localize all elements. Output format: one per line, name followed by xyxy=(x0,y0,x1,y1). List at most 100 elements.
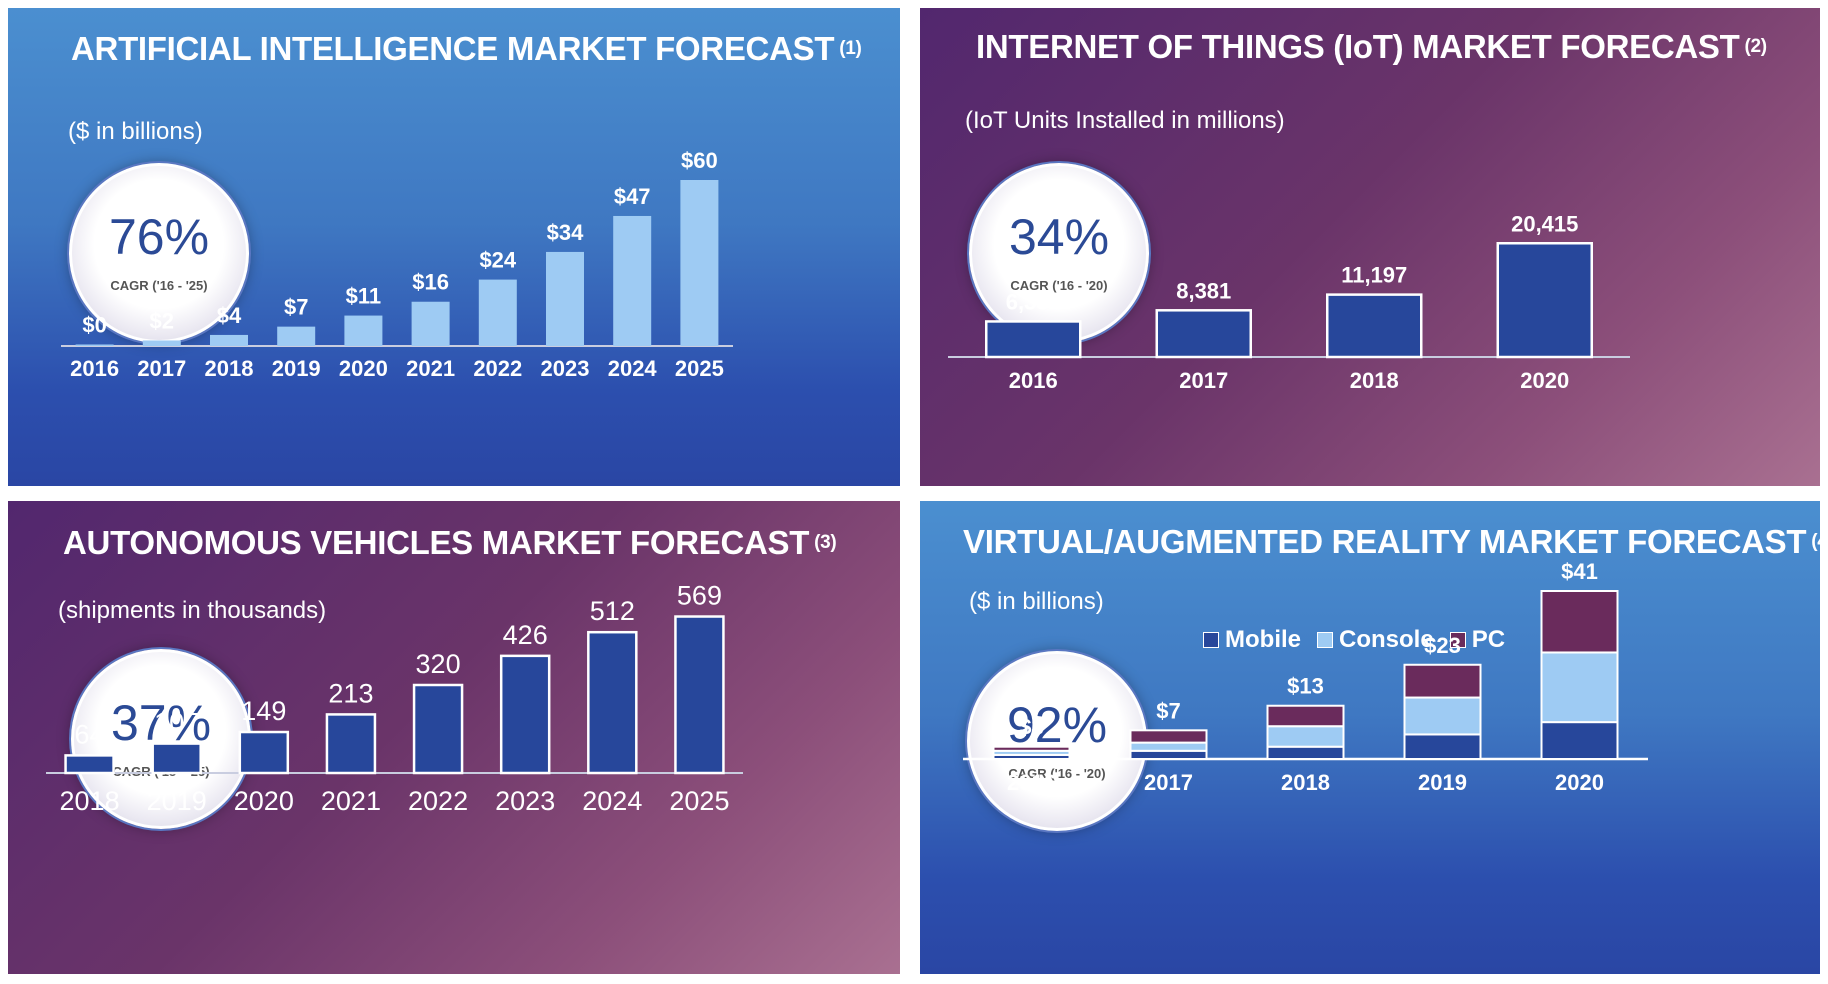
vr-tick-label-2020: 2020 xyxy=(1555,770,1604,795)
iot-bar-chart: 6,382 2016 8,381 2017 11,197 2018 20,415 2020 xyxy=(948,211,1630,393)
iot-panel-title: INTERNET OF THINGS (IoT) MARKET FORECAST… xyxy=(976,28,1767,65)
iot-cagr-badge: 34% CAGR ('16 - '20) xyxy=(969,163,1149,343)
av-tick-label-2023: 2023 xyxy=(495,786,555,816)
ai-tick-label-2020: 2020 xyxy=(339,356,388,381)
vr-bar-console-2019 xyxy=(1403,696,1482,736)
vr-unit-label: ($ in billions) xyxy=(969,588,1104,615)
ai-tick-label-2017: 2017 xyxy=(137,356,186,381)
iot-bar-2017 xyxy=(1155,309,1252,359)
iot-bar-2020 xyxy=(1496,242,1593,359)
ai-footnote-ref: (1) xyxy=(839,38,862,59)
iot-data-label-2017: 8,381 xyxy=(1176,278,1231,303)
av-market-panel: AUTONOMOUS VEHICLES MARKET FORECAST (3) (… xyxy=(8,501,900,974)
iot-footnote-ref: (2) xyxy=(1744,36,1767,57)
ai-bar-2022 xyxy=(478,279,517,346)
ai-tick-label-2024: 2024 xyxy=(608,356,658,381)
vr-cagr-badge: 92% CAGR ('16 - '20) xyxy=(967,651,1147,831)
av-data-label-2025: 569 xyxy=(677,581,722,611)
legend-pc-label: PC xyxy=(1471,626,1506,653)
vr-total-label-2019: $23 xyxy=(1424,633,1461,658)
ai-tick-label-2019: 2019 xyxy=(272,356,321,381)
vr-total-label-2018: $13 xyxy=(1287,674,1324,699)
vr-bar-pc-2020 xyxy=(1540,590,1619,654)
vr-bar-pc-2016 xyxy=(992,745,1071,752)
ai-cagr-label: CAGR ('16 - '25) xyxy=(110,278,208,293)
av-data-label-2022: 320 xyxy=(416,649,461,679)
vr-total-label-2017: $7 xyxy=(1156,698,1180,723)
vr-tick-label-2019: 2019 xyxy=(1418,770,1467,795)
ai-bar-2025 xyxy=(680,180,719,346)
ai-bar-chart: $0 2016 $2 2017 $4 2018 $7 2019 $11 2020 $16 2021 $2… xyxy=(61,148,733,381)
legend-mobile-label: Mobile xyxy=(1225,626,1301,653)
av-tick-label-2018: 2018 xyxy=(60,786,120,816)
ai-data-label-2024: $47 xyxy=(614,184,651,209)
av-data-label-2018: 64 xyxy=(75,719,105,749)
av-data-label-2024: 512 xyxy=(590,596,635,626)
vr-tick-label-2016: 2016 xyxy=(1007,770,1056,795)
vr-bar-console-2017 xyxy=(1129,741,1208,752)
ai-data-label-2023: $34 xyxy=(547,220,584,245)
ai-data-label-2020: $11 xyxy=(346,284,382,309)
av-bar-2021 xyxy=(325,713,377,775)
ai-bar-2017 xyxy=(142,340,181,346)
ai-tick-label-2022: 2022 xyxy=(473,356,522,381)
ai-bar-2023 xyxy=(546,251,584,346)
iot-data-label-2020: 20,415 xyxy=(1511,211,1578,236)
ai-market-panel: ARTIFICIAL INTELLIGENCE MARKET FORECAST(… xyxy=(8,8,900,486)
ai-bar-2024 xyxy=(613,215,652,346)
ai-tick-label-2023: 2023 xyxy=(541,356,590,381)
iot-tick-label-2018: 2018 xyxy=(1350,368,1399,393)
av-data-label-2020: 149 xyxy=(241,696,286,726)
vr-bar-mobile-2020 xyxy=(1540,721,1619,760)
legend-pc: PC xyxy=(1449,626,1506,654)
vr-cagr-value: 92% xyxy=(1006,697,1108,753)
av-tick-label-2019: 2019 xyxy=(147,786,207,816)
vr-tick-label-2017: 2017 xyxy=(1144,770,1193,795)
iot-bar-2016 xyxy=(985,320,1082,359)
av-unit-label: (shipments in thousands) xyxy=(58,597,327,624)
vr-bar-pc-2017 xyxy=(1129,729,1208,744)
ai-bar-2020 xyxy=(344,315,383,346)
av-cagr-value: 37% xyxy=(110,695,212,751)
ai-data-label-2025: $60 xyxy=(681,148,718,173)
ai-bar-2016 xyxy=(75,344,114,346)
ai-tick-label-2016: 2016 xyxy=(70,356,119,381)
vr-bar-pc-2019 xyxy=(1403,663,1482,699)
iot-tick-label-2017: 2017 xyxy=(1179,368,1228,393)
av-tick-label-2025: 2025 xyxy=(669,786,729,816)
mobile-swatch xyxy=(1203,632,1219,648)
ai-bar-2018 xyxy=(210,334,248,346)
av-bar-2025 xyxy=(674,615,725,775)
ai-bar-2019 xyxy=(277,326,316,346)
av-bar-2023 xyxy=(499,654,551,775)
vr-market-panel: VIRTUAL/AUGMENTED REALITY MARKET FORECAS… xyxy=(920,501,1820,974)
vr-legend: Mobile Console PC xyxy=(1203,626,1505,654)
ai-data-label-2019: $7 xyxy=(284,295,308,320)
ai-data-label-2017: $2 xyxy=(150,308,174,333)
iot-cagr-label: CAGR ('16 - '20) xyxy=(1010,278,1108,293)
vr-stacked-bar-chart: $3 2016 $7 2017 $13 2018 $23 2019 $41 2020 xyxy=(963,559,1648,795)
av-tick-label-2020: 2020 xyxy=(234,786,294,816)
iot-bar-2018 xyxy=(1326,293,1423,359)
ai-data-label-2018: $4 xyxy=(217,303,242,328)
iot-cagr-value: 34% xyxy=(1008,209,1110,265)
vr-total-label-2016: $3 xyxy=(1019,715,1043,740)
vr-bar-mobile-2019 xyxy=(1403,733,1482,760)
ai-tick-label-2025: 2025 xyxy=(675,356,724,381)
av-bar-chart: 64 2018 107 2019 149 2020 213 2021 320 2022 426 202… xyxy=(46,581,743,816)
vr-bar-mobile-2018 xyxy=(1266,745,1345,761)
av-tick-label-2021: 2021 xyxy=(321,786,381,816)
ai-bar-2021 xyxy=(411,301,450,346)
ai-tick-label-2018: 2018 xyxy=(205,356,254,381)
vr-panel-title: VIRTUAL/AUGMENTED REALITY MARKET FORECAS… xyxy=(963,523,1820,561)
iot-data-label-2018: 11,197 xyxy=(1341,263,1407,288)
legend-console: Console xyxy=(1317,626,1434,654)
av-bar-2018 xyxy=(64,754,115,775)
ai-data-label-2021: $16 xyxy=(412,270,449,295)
ai-tick-label-2021: 2021 xyxy=(406,356,455,381)
vr-bar-mobile-2017 xyxy=(1129,749,1208,760)
vr-bar-console-2020 xyxy=(1540,651,1619,724)
ai-data-label-2022: $24 xyxy=(479,248,516,273)
ai-panel-title: ARTIFICIAL INTELLIGENCE MARKET FORECAST(… xyxy=(71,30,862,67)
av-bar-2024 xyxy=(587,630,638,775)
